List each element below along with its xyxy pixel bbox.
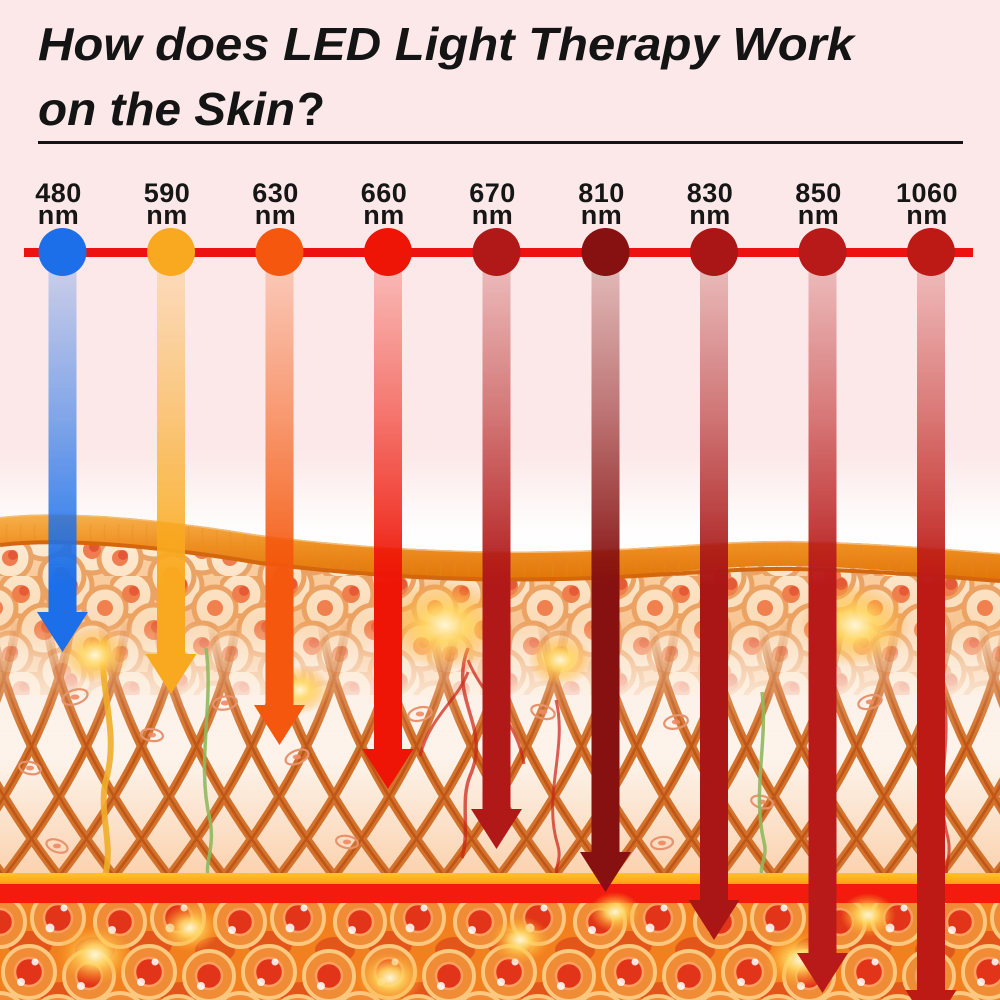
svg-text:How does LED Light Therapy Wor: How does LED Light Therapy Work xyxy=(38,18,857,70)
svg-text:on the Skin: on the Skin xyxy=(38,83,295,135)
svg-text:nm: nm xyxy=(146,200,188,230)
svg-text:nm: nm xyxy=(38,200,80,230)
svg-text:590: 590 xyxy=(144,178,191,208)
svg-text:830: 830 xyxy=(687,178,734,208)
svg-text:660: 660 xyxy=(361,178,408,208)
svg-text:670: 670 xyxy=(469,178,516,208)
svg-text:810: 810 xyxy=(578,178,625,208)
svg-text:nm: nm xyxy=(363,200,405,230)
svg-text:1060: 1060 xyxy=(896,178,958,208)
svg-text:630: 630 xyxy=(252,178,299,208)
svg-text:nm: nm xyxy=(255,200,297,230)
svg-text:480: 480 xyxy=(35,178,82,208)
svg-text:?: ? xyxy=(297,83,325,135)
svg-text:nm: nm xyxy=(798,200,840,230)
svg-text:nm: nm xyxy=(906,200,948,230)
svg-text:850: 850 xyxy=(795,178,842,208)
svg-text:nm: nm xyxy=(581,200,623,230)
svg-text:nm: nm xyxy=(472,200,514,230)
svg-text:nm: nm xyxy=(689,200,731,230)
